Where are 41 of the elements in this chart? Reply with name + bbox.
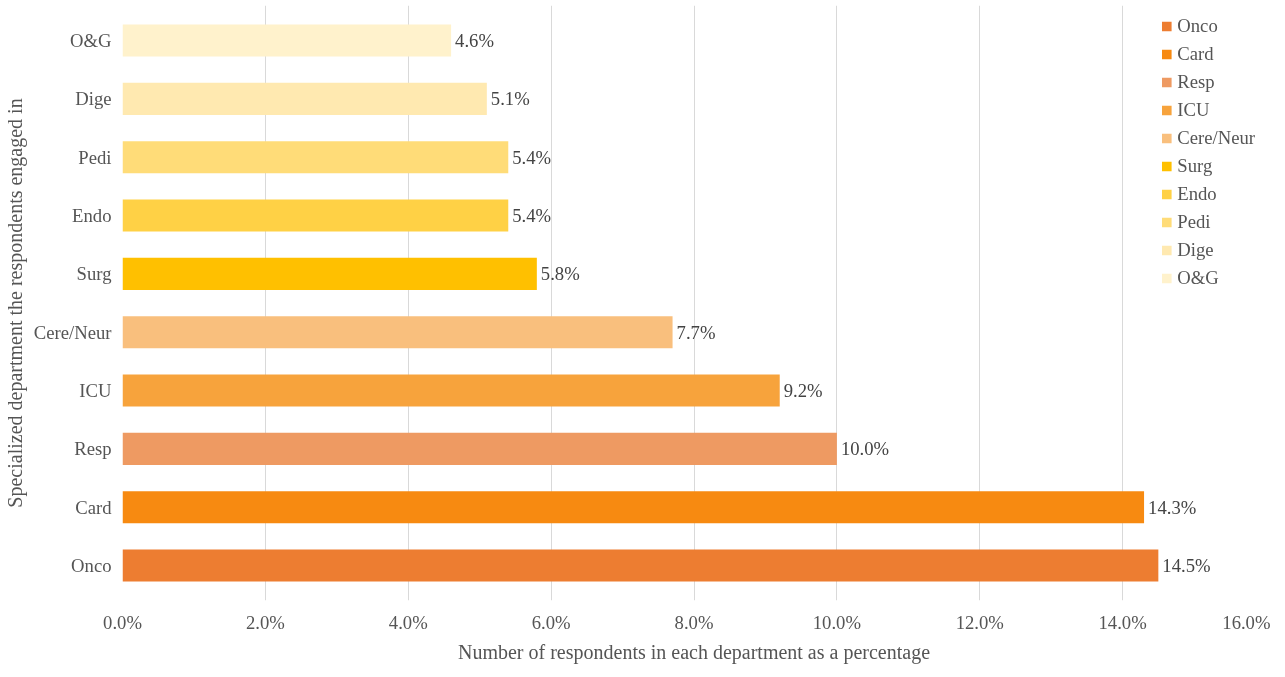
legend-label: Dige [1177,239,1214,261]
y-tick-label: Onco [71,555,112,576]
data-label: 5.4% [512,146,552,168]
legend-label: Cere/Neur [1177,127,1255,149]
x-tick-label: 6.0% [531,611,571,633]
x-tick-label: 16.0% [1222,611,1271,633]
y-tick-label: Pedi [78,146,112,168]
data-label: 5.4% [512,205,552,226]
x-tick-label: 2.0% [245,611,285,633]
x-tick-label: 4.0% [388,611,428,633]
legend-label: Resp [1177,71,1215,93]
data-label: 5.1% [490,88,530,110]
data-label: 9.2% [783,380,823,401]
data-label: 4.6% [455,30,494,51]
legend-label: Endo [1177,183,1217,205]
x-axis-title: Number of respondents in each department as a percentage [457,640,931,664]
data-label: 10.0% [840,438,890,460]
x-tick-label: 8.0% [674,611,714,633]
y-tick-label: O&G [70,30,112,51]
legend-label: Surg [1177,155,1213,177]
y-tick-label: Surg [76,263,112,285]
legend-label: ICU [1177,99,1210,121]
x-tick-label: 0.0% [103,611,142,633]
y-tick-label: Resp [74,438,112,460]
x-tick-label: 12.0% [955,611,1004,633]
data-label: 7.7% [676,321,716,343]
legend-label: Card [1177,43,1214,65]
legend-label: Onco [1177,15,1218,37]
y-tick-label: Cere/Neur [33,321,113,343]
x-tick-label: 10.0% [812,611,861,633]
legend-label: Pedi [1177,211,1211,233]
data-label: 5.8% [540,263,580,285]
y-tick-label: ICU [79,380,113,401]
legend-label: O&G [1177,267,1219,289]
x-tick-label: 14.0% [1098,611,1147,633]
y-axis-title: Specialized department the respondents engaged in [3,98,27,508]
y-tick-label: Card [75,496,113,518]
data-label: 14.3% [1148,496,1197,518]
y-tick-label: Endo [72,205,112,226]
data-label: 14.5% [1162,555,1211,576]
y-tick-label: Dige [75,88,112,110]
